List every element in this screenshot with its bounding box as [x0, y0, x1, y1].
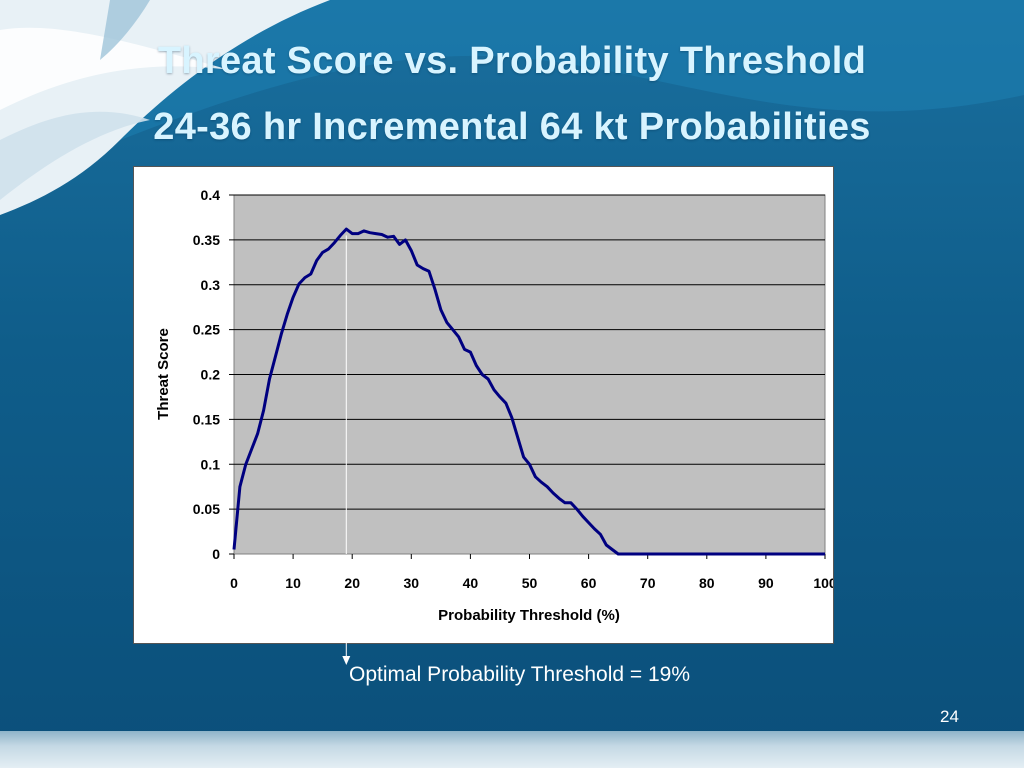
y-tick-label-1: 0.05 — [193, 501, 220, 517]
x-tick-label-7: 70 — [640, 575, 656, 591]
slide-title-line-1: Threat Score vs. Probability Threshold — [157, 40, 867, 82]
x-tick-label-2: 20 — [344, 575, 360, 591]
x-tick-label-8: 80 — [699, 575, 715, 591]
y-axis-ticks: 0 0.05 0.1 0.15 0.2 0.25 0.3 0.35 0.4 — [193, 187, 234, 562]
x-tick-label-0: 0 — [230, 575, 238, 591]
y-tick-label-5: 0.25 — [193, 322, 220, 338]
x-axis-label: Probability Threshold (%) — [438, 607, 620, 624]
y-tick-label-7: 0.35 — [193, 232, 220, 248]
x-tick-label-1: 10 — [285, 575, 301, 591]
footer-bar — [0, 731, 1024, 768]
x-tick-label-3: 30 — [404, 575, 420, 591]
threat-score-series-line — [232, 227, 825, 556]
threat-score-chart: 0 0.05 0.1 0.15 0.2 0.25 0.3 0.35 0.4 0 10 20 30 40 5… — [155, 187, 833, 624]
x-tick-label-9: 90 — [758, 575, 774, 591]
chart-frame: 0 0.05 0.1 0.15 0.2 0.25 0.3 0.35 0.4 0 10 20 30 40 5… — [133, 166, 834, 644]
y-tick-label-2: 0.1 — [201, 456, 221, 472]
x-tick-label-10: 100 — [813, 575, 833, 591]
y-tick-label-8: 0.4 — [201, 187, 221, 203]
slide-title-line-2: 24-36 hr Incremental 64 kt Probabilities — [153, 106, 871, 148]
page-number: 24 — [940, 707, 959, 726]
y-axis-label: Threat Score — [155, 328, 172, 420]
gridlines — [234, 194, 825, 510]
y-tick-label-0: 0 — [212, 546, 220, 562]
y-tick-label-3: 0.15 — [193, 411, 220, 427]
y-tick-label-6: 0.3 — [201, 277, 221, 293]
pointer-arrowhead — [342, 656, 351, 665]
x-tick-label-4: 40 — [463, 575, 479, 591]
optimal-threshold-annotation: Optimal Probability Threshold = 19% — [349, 663, 691, 686]
x-tick-label-6: 60 — [581, 575, 597, 591]
x-tick-label-5: 50 — [522, 575, 538, 591]
y-tick-label-4: 0.2 — [201, 367, 221, 383]
